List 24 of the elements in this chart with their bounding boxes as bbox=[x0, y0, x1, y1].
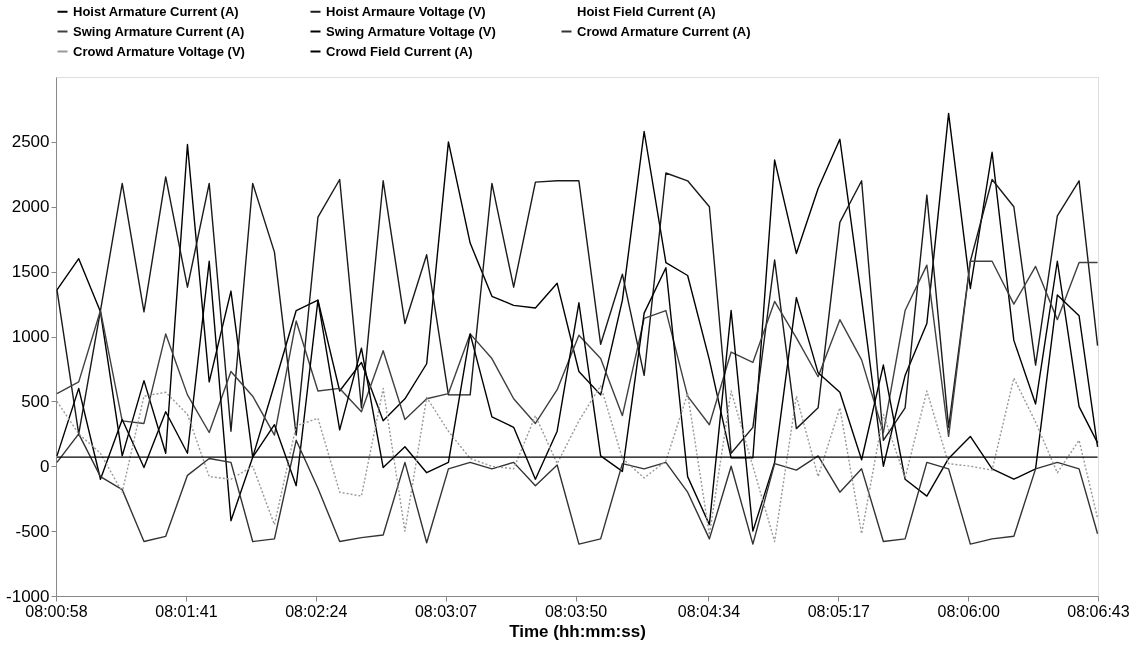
x-tick-label: 08:06:00 bbox=[937, 602, 1000, 620]
legend-label: Hoist Armaure Voltage (V) bbox=[326, 3, 486, 19]
x-tick-label: 08:02:24 bbox=[285, 602, 348, 620]
x-tick-label: 08:04:34 bbox=[677, 602, 741, 620]
legend-label: Crowd Field Current (A) bbox=[326, 43, 473, 59]
legend-label: Crowd Armature Voltage (V) bbox=[73, 43, 245, 59]
y-tick-label: 500 bbox=[21, 391, 50, 411]
y-tick-label: -500 bbox=[15, 521, 50, 541]
x-tick-label: 08:03:07 bbox=[414, 602, 478, 620]
x-tick-label: 08:03:50 bbox=[544, 602, 608, 620]
legend-label: Swing Armature Voltage (V) bbox=[326, 23, 496, 39]
legend-label: Swing Armature Current (A) bbox=[73, 23, 245, 39]
legend-label: Hoist Armature Current (A) bbox=[73, 3, 239, 19]
x-tick-label: 08:01:41 bbox=[155, 602, 218, 620]
y-tick-label: 1500 bbox=[11, 262, 50, 282]
x-tick-label: 08:05:17 bbox=[807, 602, 871, 620]
y-tick-label: 0 bbox=[40, 456, 50, 476]
y-tick-label: 2500 bbox=[11, 132, 50, 152]
text: Hoist Field Current (A) bbox=[577, 3, 716, 19]
x-axis-title: Time (hh:mm:ss) bbox=[509, 621, 646, 641]
x-tick-label: 08:06:43 bbox=[1067, 602, 1130, 620]
legend-label: Crowd Armature Current (A) bbox=[577, 23, 751, 39]
y-tick-label: 2000 bbox=[11, 197, 50, 217]
y-tick-label: 1000 bbox=[11, 327, 50, 346]
